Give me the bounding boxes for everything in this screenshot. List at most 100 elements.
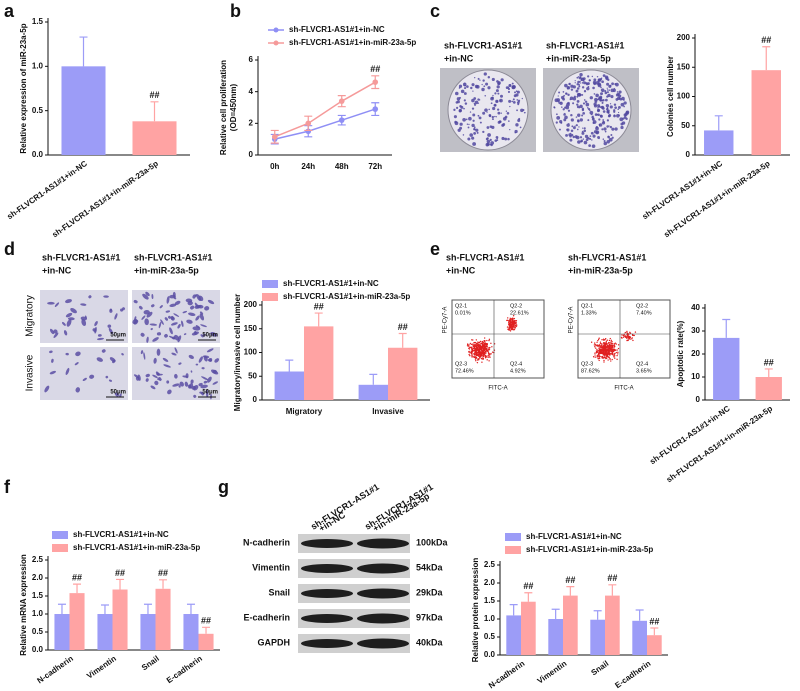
cell [133,319,139,325]
legend-label: sh-FLVCR1-AS1#1+in-NC [526,532,622,541]
cell [74,362,79,366]
blot-label: Vimentin [252,562,290,572]
cell [172,383,180,387]
colony [507,87,511,91]
event [602,347,604,350]
cell [159,305,163,309]
colony [483,85,486,88]
event [474,357,477,359]
cell [65,352,69,356]
cell [179,381,184,387]
event [617,344,620,346]
event [614,345,616,347]
blot-band [301,614,353,623]
cell [107,324,112,328]
cell [105,375,109,379]
colony [486,111,488,113]
colony [611,127,615,131]
y-tick-label: 50 [248,371,257,380]
colony [485,143,490,147]
event [474,349,477,351]
y-tick-label: 50 [681,121,690,130]
event [607,359,609,361]
colony [501,136,505,141]
cell [171,352,177,356]
event [481,352,483,355]
event [477,358,479,360]
event [634,331,637,333]
point [338,98,345,104]
colony [488,113,492,117]
colony [575,116,578,118]
event [467,351,470,353]
colony [565,105,570,110]
quadrant-label: 7.40% [636,310,652,316]
colony [597,135,601,139]
legend-swatch [52,531,68,539]
event [487,351,490,353]
event [475,354,478,357]
colony [614,106,617,109]
colony [623,116,627,119]
cell [154,380,159,386]
colony [610,134,613,136]
event [604,349,606,352]
line [274,81,376,138]
event [611,353,614,355]
event [509,326,511,328]
colony [491,115,495,119]
colony [581,108,585,112]
event [606,352,609,354]
colony [606,119,610,122]
event [483,346,485,348]
cell [163,364,171,368]
cell [174,300,181,305]
event [598,356,600,358]
significance-label: ## [649,616,659,626]
event [606,343,609,345]
significance-label: ## [764,357,774,367]
colony [601,106,605,110]
event [601,355,604,358]
colony [471,83,475,87]
cell [96,357,103,362]
colony [509,105,511,108]
colony [598,105,601,108]
colony [572,85,576,89]
y-tick-label: 1.0 [32,61,44,70]
cell [140,332,145,337]
flow-y-label: PE-Cy7-A [443,307,449,334]
colony [620,125,624,130]
cell [178,385,181,388]
cell [146,311,153,318]
cell [137,374,141,381]
significance-label: ## [398,322,408,332]
colony [597,107,599,109]
image-title: +in-miR-23a-5p [546,53,611,63]
event [614,352,616,355]
y-tick-label: 2.0 [484,578,496,587]
colony [609,84,612,87]
cell [188,354,194,359]
y-tick-label: 2 [249,118,254,127]
error-bar [143,603,152,614]
image-title: +in-NC [446,265,476,275]
colony [483,72,487,76]
cell [214,358,220,363]
colony [589,135,592,137]
event [622,336,625,338]
colony [497,108,500,111]
cell [198,356,203,363]
colony [605,108,609,111]
cell [212,369,217,374]
colony [509,128,511,131]
error-bar [764,368,773,377]
event [483,337,486,339]
quadrant-label: 0.01% [455,310,471,316]
cell [162,357,169,362]
event [601,343,603,346]
colony [502,116,507,121]
colony [515,90,518,93]
cell [49,328,55,335]
event [473,349,475,352]
